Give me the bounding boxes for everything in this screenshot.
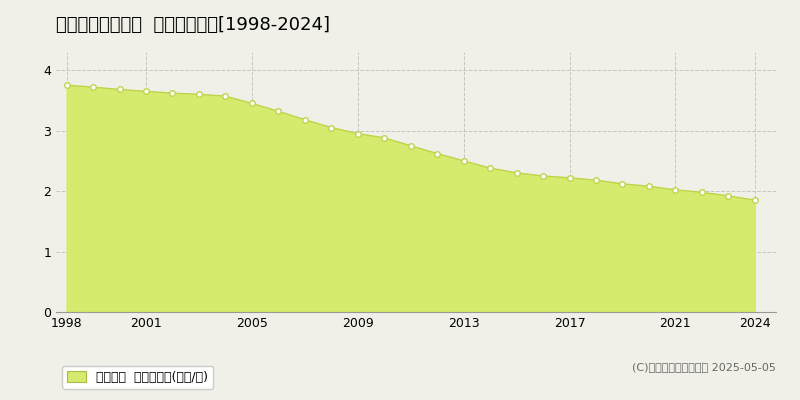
Legend: 基準地価  平均坪単価(万円/坪): 基準地価 平均坪単価(万円/坪)	[62, 366, 213, 389]
Text: (C)土地価格ドットコム 2025-05-05: (C)土地価格ドットコム 2025-05-05	[632, 362, 776, 372]
Text: 上川郡比布町中町  基準地価推移[1998-2024]: 上川郡比布町中町 基準地価推移[1998-2024]	[56, 16, 330, 34]
